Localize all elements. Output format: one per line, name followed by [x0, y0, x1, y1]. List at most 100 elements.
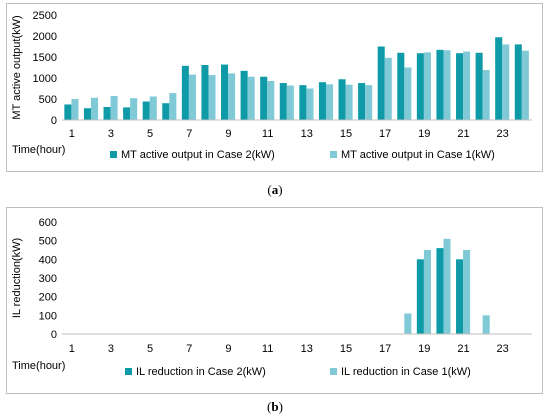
bar: [404, 313, 412, 334]
bar: [169, 93, 177, 120]
bar: [423, 52, 431, 120]
legend-swatch: [125, 368, 132, 375]
x-tick-label: 1: [69, 128, 75, 140]
bar: [443, 238, 451, 334]
bar: [423, 250, 431, 334]
bar: [188, 74, 196, 120]
x-tick-label: 11: [262, 128, 273, 140]
x-tick-label: 19: [418, 343, 430, 355]
bar: [482, 70, 490, 120]
bar: [502, 44, 510, 120]
bar: [436, 49, 444, 120]
y-tick-label: 500: [39, 236, 57, 248]
bar: [325, 84, 334, 120]
legend-label: IL reduction in Case 2(kW): [136, 366, 266, 378]
y-tick-label: 0: [51, 329, 57, 341]
y-tick-label: 600: [39, 217, 57, 229]
x-tick-label: 5: [147, 128, 153, 140]
x-tick-label: 23: [497, 343, 509, 355]
x-tick-label: 23: [497, 128, 509, 140]
y-tick-label: 1500: [33, 52, 57, 64]
bar: [228, 73, 236, 120]
bar: [463, 250, 471, 334]
bar: [456, 53, 464, 120]
legend-label: MT active output in Case 1(kW): [341, 149, 495, 161]
bar: [358, 83, 366, 120]
bar: [338, 79, 346, 120]
bar: [149, 96, 157, 120]
bar: [416, 53, 424, 120]
bar: [475, 52, 483, 120]
x-tick-label: 15: [340, 128, 352, 140]
x-tick-label: 21: [457, 128, 469, 140]
bar: [286, 85, 294, 120]
x-tick-label: 21: [457, 343, 469, 355]
bar: [436, 248, 444, 334]
bar: [463, 51, 471, 120]
bar: [221, 64, 229, 120]
bar: [90, 97, 99, 120]
legend-swatch: [330, 151, 337, 158]
bar: [181, 65, 189, 120]
caption-a: (a): [267, 182, 283, 197]
legend-swatch: [330, 368, 337, 375]
y-tick-label: 400: [39, 254, 57, 266]
bar: [365, 85, 373, 120]
x-tick-label: 13: [301, 128, 313, 140]
bar: [142, 101, 150, 120]
bar: [384, 57, 392, 120]
bar: [201, 64, 209, 120]
bar: [260, 76, 268, 120]
bar: [64, 104, 72, 120]
x-tick-label: 9: [225, 343, 231, 355]
bar: [240, 70, 248, 120]
x-tick-label: 5: [147, 343, 153, 355]
bar: [345, 84, 353, 120]
legend-label: MT active output in Case 2(kW): [121, 149, 275, 161]
y-tick-label: 2500: [33, 10, 57, 22]
x-tick-label: 15: [340, 343, 352, 355]
bar: [103, 106, 111, 120]
y-tick-label: 200: [39, 292, 57, 304]
bar: [130, 98, 138, 120]
x-axis-title: Time(hour): [12, 144, 65, 156]
y-axis-title: MT active output(kW): [11, 15, 23, 119]
bar: [208, 75, 216, 120]
bar: [404, 67, 412, 120]
bar: [443, 50, 451, 120]
x-tick-label: 1: [69, 343, 75, 355]
x-tick-label: 3: [108, 128, 114, 140]
y-tick-label: 300: [39, 273, 57, 285]
bar: [123, 107, 131, 120]
x-tick-label: 19: [418, 128, 430, 140]
bar: [482, 315, 490, 334]
bar: [83, 108, 91, 120]
legend-swatch: [110, 151, 117, 158]
bar: [71, 99, 79, 120]
y-tick-label: 1000: [33, 73, 57, 85]
caption-a-label: a: [271, 182, 279, 197]
bar: [456, 259, 464, 334]
x-tick-label: 11: [262, 343, 273, 355]
legend-label: IL reduction in Case 1(kW): [341, 366, 471, 378]
y-tick-label: 500: [39, 94, 57, 106]
bar: [306, 88, 314, 120]
chart-panel-b-frame: [6, 207, 543, 394]
chart-panel-a-frame: [6, 3, 543, 172]
x-tick-label: 17: [379, 343, 391, 355]
bar: [397, 52, 405, 120]
bar: [514, 44, 522, 120]
bar: [495, 37, 503, 121]
bar: [318, 82, 326, 120]
bar: [377, 46, 385, 120]
x-tick-label: 3: [108, 343, 114, 355]
x-tick-label: 17: [379, 128, 391, 140]
x-axis-title: Time(hour): [12, 360, 65, 372]
bar: [247, 76, 255, 120]
y-tick-label: 2000: [33, 31, 57, 43]
y-tick-label: 100: [39, 310, 57, 322]
y-axis-title: IL reduction(kW): [11, 238, 23, 318]
x-tick-label: 7: [186, 128, 192, 140]
caption-b-label: b: [271, 399, 279, 414]
